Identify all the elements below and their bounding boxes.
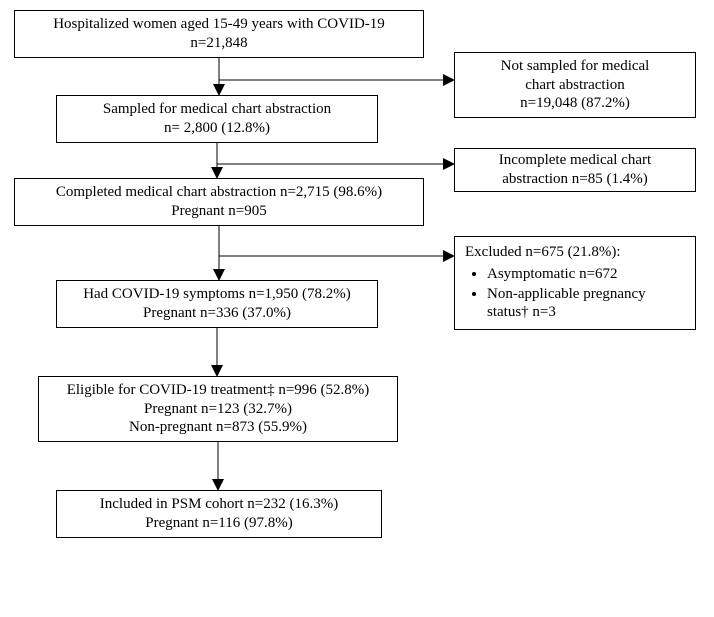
node-eligible: Eligible for COVID-19 treatment‡ n=996 (… — [38, 376, 398, 442]
bullet-item: Asymptomatic n=672 — [487, 265, 685, 284]
node-line: Pregnant n=116 (97.8%) — [145, 514, 292, 533]
bullet-item: Non-applicable pregnancy status† n=3 — [487, 285, 685, 323]
node-psm-cohort: Included in PSM cohort n=232 (16.3%) Pre… — [56, 490, 382, 538]
node-line: Sampled for medical chart abstraction — [103, 100, 331, 119]
node-completed: Completed medical chart abstraction n=2,… — [14, 178, 424, 226]
node-line: Pregnant n=905 — [171, 202, 267, 221]
node-line: Excluded n=675 (21.8%): — [465, 243, 621, 262]
node-line: chart abstraction — [525, 76, 625, 95]
node-line: Pregnant n=123 (32.7%) — [144, 400, 292, 419]
node-line: n=19,048 (87.2%) — [520, 94, 630, 113]
node-line: Incomplete medical chart — [499, 151, 651, 170]
node-symptoms: Had COVID-19 symptoms n=1,950 (78.2%) Pr… — [56, 280, 378, 328]
node-line: Non-pregnant n=873 (55.9%) — [129, 418, 307, 437]
node-line: Completed medical chart abstraction n=2,… — [56, 183, 382, 202]
node-line: Included in PSM cohort n=232 (16.3%) — [100, 495, 338, 514]
node-not-sampled: Not sampled for medical chart abstractio… — [454, 52, 696, 118]
node-line: n=21,848 — [190, 34, 247, 53]
node-line: Hospitalized women aged 15-49 years with… — [53, 15, 385, 34]
excluded-bullets: Asymptomatic n=672 Non-applicable pregna… — [465, 264, 685, 323]
node-line: Eligible for COVID-19 treatment‡ n=996 (… — [67, 381, 370, 400]
node-hospitalized: Hospitalized women aged 15-49 years with… — [14, 10, 424, 58]
node-line: n= 2,800 (12.8%) — [164, 119, 270, 138]
node-sampled: Sampled for medical chart abstraction n=… — [56, 95, 378, 143]
node-line: Pregnant n=336 (37.0%) — [143, 304, 291, 323]
node-excluded: Excluded n=675 (21.8%): Asymptomatic n=6… — [454, 236, 696, 330]
node-line: abstraction n=85 (1.4%) — [502, 170, 648, 189]
node-line: Had COVID-19 symptoms n=1,950 (78.2%) — [83, 285, 351, 304]
node-line: Not sampled for medical — [501, 57, 650, 76]
node-incomplete: Incomplete medical chart abstraction n=8… — [454, 148, 696, 192]
